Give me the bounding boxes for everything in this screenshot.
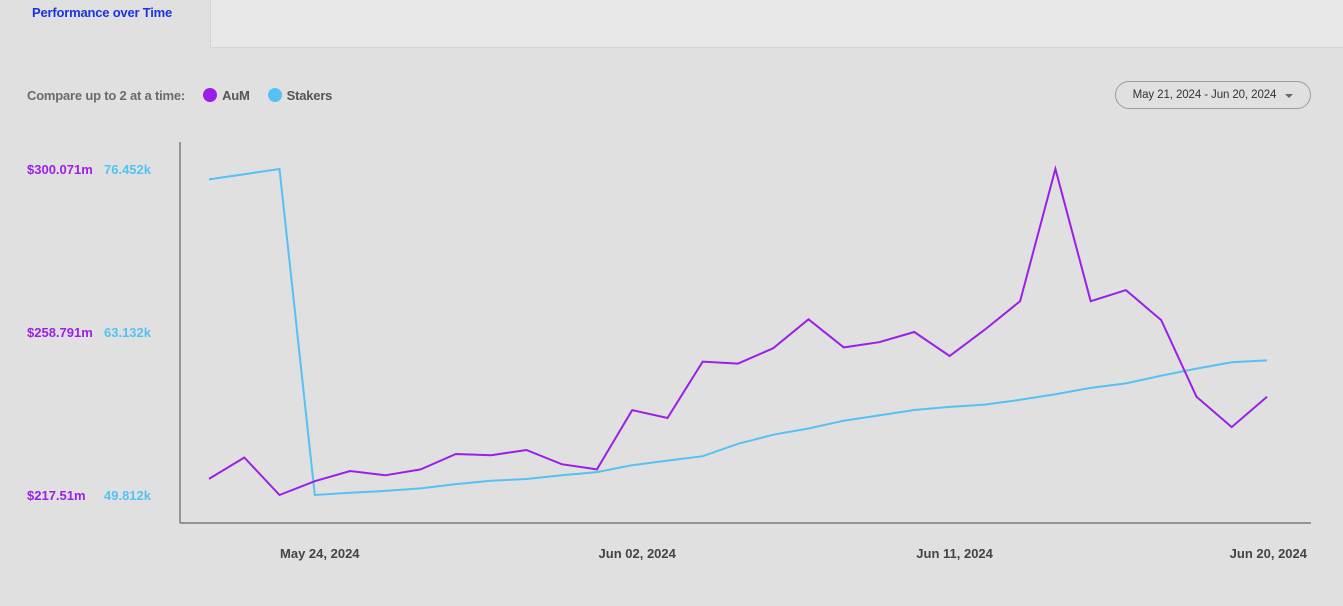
legend-aum-toggle[interactable]: AuM [203, 88, 250, 103]
compare-label: Compare up to 2 at a time: [27, 87, 186, 103]
legend-stakers-label: Stakers [286, 87, 333, 103]
aum-series-line [208, 165, 1268, 497]
y-left-tick-label: $258.791m [27, 325, 93, 340]
tab-label: Performance over Time [32, 5, 173, 20]
y-right-tick-label: 49.812k [104, 488, 152, 503]
y-right-tick-label: 63.132k [104, 325, 152, 340]
x-tick-label: Jun 20, 2024 [1230, 546, 1308, 561]
date-range-dropdown[interactable]: May 21, 2024 - Jun 20, 2024 [1115, 81, 1311, 109]
stakers-series-line [208, 167, 1268, 497]
y-left-tick-label: $300.071m [27, 162, 93, 177]
y-left-tick-label: $217.51m [27, 488, 86, 503]
x-tick-label: May 24, 2024 [280, 546, 360, 561]
x-tick-label: Jun 11, 2024 [916, 546, 993, 561]
tab-bar: Performance over Time [0, 0, 1343, 48]
legend-aum-label: AuM [222, 87, 250, 103]
caret-down-icon [1285, 93, 1294, 98]
compare-controls: Compare up to 2 at a time: AuM Stakers [27, 87, 332, 103]
x-tick-label: Jun 02, 2024 [599, 546, 677, 561]
legend-stakers-toggle[interactable]: Stakers [267, 87, 333, 103]
stakers-dot-icon [267, 88, 282, 102]
y-right-tick-label: 76.452k [104, 162, 152, 177]
tab-performance-over-time[interactable]: Performance over Time [0, 0, 211, 48]
date-range-value: May 21, 2024 - Jun 20, 2024 [1132, 89, 1277, 101]
aum-dot-icon [203, 88, 218, 102]
